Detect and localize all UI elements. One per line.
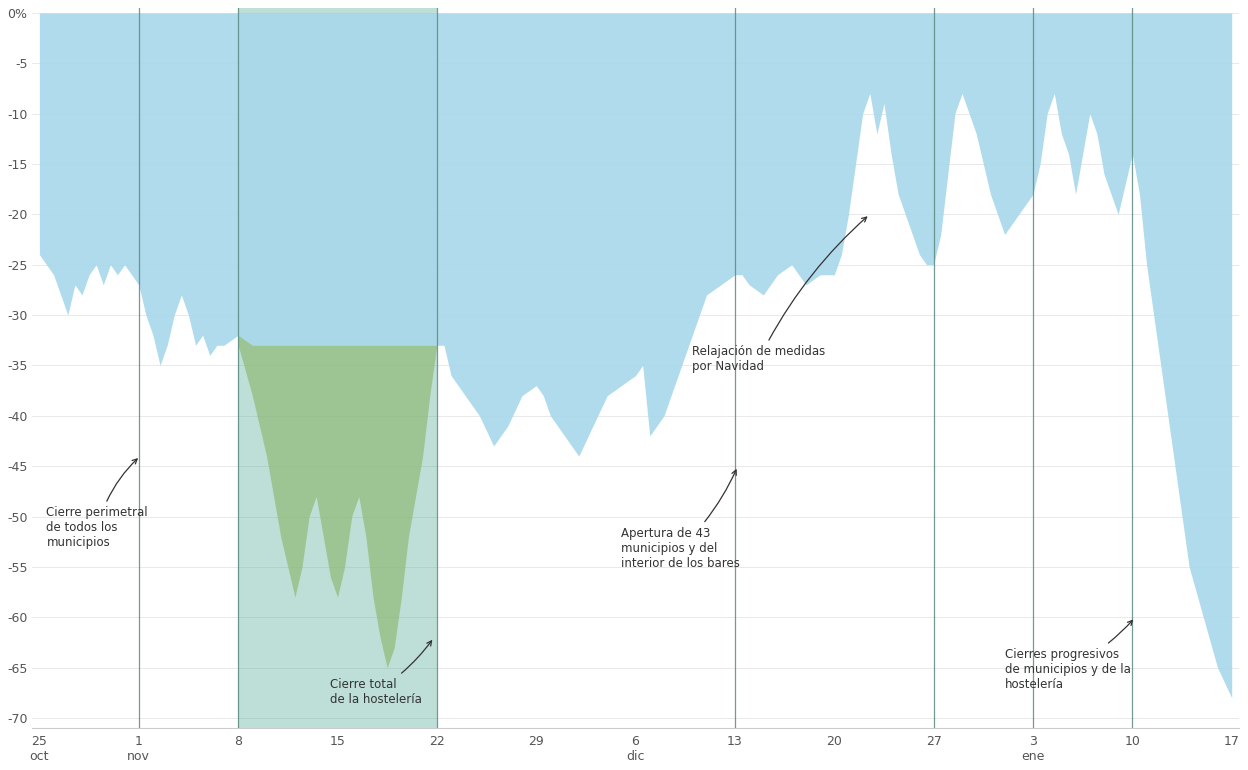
Text: Relajación de medidas
por Navidad: Relajación de medidas por Navidad (693, 217, 866, 373)
Text: Cierre perimetral
de todos los
municipios: Cierre perimetral de todos los municipio… (46, 459, 149, 550)
Text: Cierre total
de la hostelería: Cierre total de la hostelería (331, 641, 432, 706)
Text: Apertura de 43
municipios y del
interior de los bares: Apertura de 43 municipios y del interior… (622, 470, 740, 570)
Text: Cierres progresivos
de municipios y de la
hostelería: Cierres progresivos de municipios y de l… (1005, 621, 1132, 691)
Bar (238, 8, 437, 728)
